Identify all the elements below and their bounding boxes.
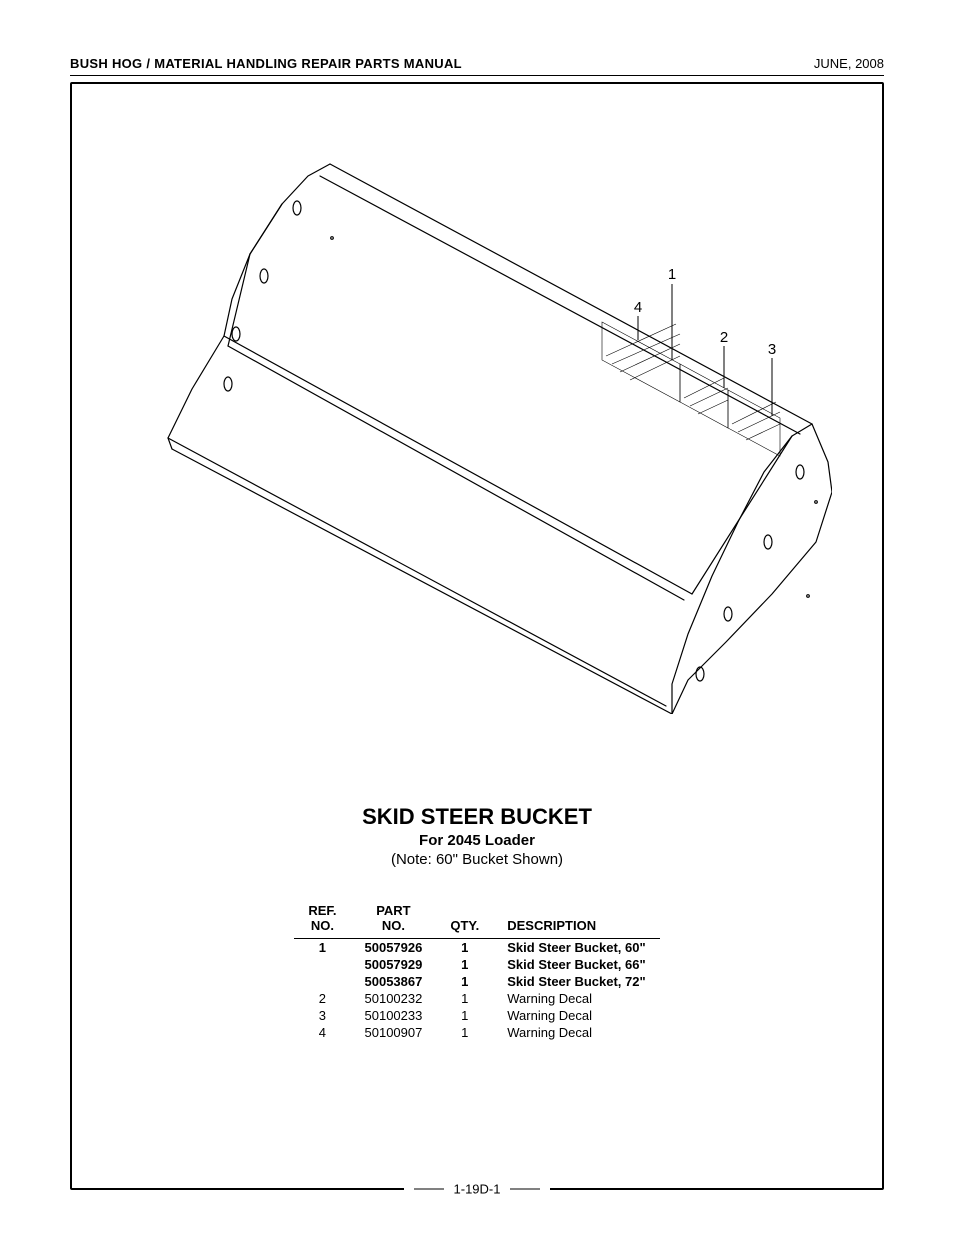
callout-1: 1 [668, 266, 676, 283]
col-qty-label: QTY. [450, 918, 479, 933]
callout-3: 3 [768, 341, 776, 358]
cell-part: 50053867 [351, 973, 437, 990]
table-row: 2 50100232 1 Warning Decal [294, 990, 659, 1007]
cell-ref [294, 973, 350, 990]
cell-qty: 1 [436, 973, 493, 990]
title-block: SKID STEER BUCKET For 2045 Loader (Note:… [72, 804, 882, 868]
parts-table-body: 1 50057926 1 Skid Steer Bucket, 60" 5005… [294, 938, 659, 1041]
header-row: BUSH HOG / MATERIAL HANDLING REPAIR PART… [70, 56, 884, 71]
cell-part: 50057929 [351, 956, 437, 973]
title-note: (Note: 60" Bucket Shown) [72, 851, 882, 868]
cell-ref: 4 [294, 1024, 350, 1041]
cell-qty: 1 [436, 990, 493, 1007]
cell-qty: 1 [436, 1024, 493, 1041]
table-row: 4 50100907 1 Warning Decal [294, 1024, 659, 1041]
cell-desc: Skid Steer Bucket, 60" [493, 938, 659, 956]
parts-table-header-row: REF. NO. PART NO. QTY. DESCRIPTION [294, 904, 659, 938]
title-sub: For 2045 Loader [72, 832, 882, 849]
footer: 1-19D-1 [72, 1169, 882, 1189]
table-row: 50053867 1 Skid Steer Bucket, 72" [294, 973, 659, 990]
page-number: 1-19D-1 [454, 1182, 501, 1197]
footer-rule-left [414, 1189, 444, 1190]
cell-desc: Skid Steer Bucket, 72" [493, 973, 659, 990]
cell-ref: 1 [294, 938, 350, 956]
cell-desc: Warning Decal [493, 1007, 659, 1024]
diagram: 1 2 3 4 [72, 84, 882, 724]
title-main: SKID STEER BUCKET [72, 804, 882, 830]
cell-qty: 1 [436, 1007, 493, 1024]
cell-desc: Warning Decal [493, 990, 659, 1007]
parts-table: REF. NO. PART NO. QTY. DESCRIPTION 1 500… [294, 904, 659, 1041]
table-row: 3 50100233 1 Warning Decal [294, 1007, 659, 1024]
cell-ref [294, 956, 350, 973]
cell-part: 50100907 [351, 1024, 437, 1041]
table-row: 1 50057926 1 Skid Steer Bucket, 60" [294, 938, 659, 956]
header-rule [70, 75, 884, 76]
cell-ref: 2 [294, 990, 350, 1007]
cell-part: 50100232 [351, 990, 437, 1007]
callout-4: 4 [634, 299, 642, 316]
cell-part: 50057926 [351, 938, 437, 956]
callout-2: 2 [720, 329, 728, 346]
footer-inner: 1-19D-1 [404, 1182, 551, 1197]
header-left: BUSH HOG / MATERIAL HANDLING REPAIR PART… [70, 56, 462, 71]
footer-rule-right [510, 1189, 540, 1190]
cell-desc: Warning Decal [493, 1024, 659, 1041]
col-part: PART NO. [351, 904, 437, 938]
header-right: JUNE, 2008 [814, 56, 884, 71]
page: BUSH HOG / MATERIAL HANDLING REPAIR PART… [0, 0, 954, 1235]
bucket-diagram-svg: 1 2 3 4 [132, 124, 832, 714]
cell-part: 50100233 [351, 1007, 437, 1024]
col-desc-label: DESCRIPTION [507, 918, 596, 933]
cell-desc: Skid Steer Bucket, 66" [493, 956, 659, 973]
col-part-label: PART NO. [376, 903, 410, 933]
col-ref-label: REF. NO. [308, 903, 336, 933]
content-frame: 1 2 3 4 SKID STEER BUCKET For 2045 Loade… [70, 82, 884, 1190]
col-ref: REF. NO. [294, 904, 350, 938]
table-row: 50057929 1 Skid Steer Bucket, 66" [294, 956, 659, 973]
col-qty: QTY. [436, 904, 493, 938]
cell-qty: 1 [436, 956, 493, 973]
cell-qty: 1 [436, 938, 493, 956]
col-desc: DESCRIPTION [493, 904, 659, 938]
cell-ref: 3 [294, 1007, 350, 1024]
